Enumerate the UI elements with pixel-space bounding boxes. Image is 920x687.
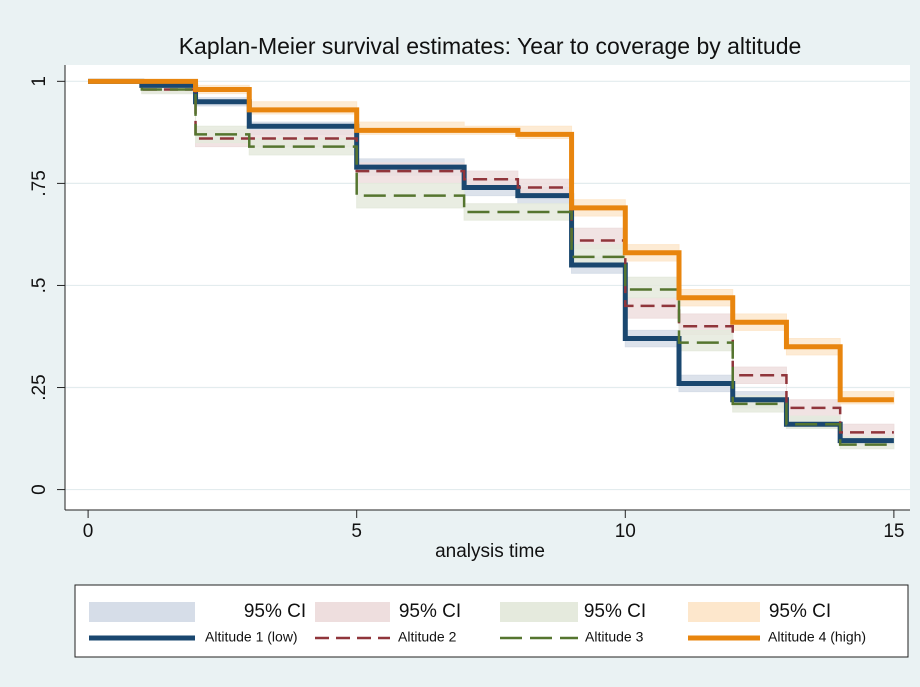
survival-line <box>88 78 894 403</box>
y-tick-label: 0 <box>29 484 50 495</box>
survival-line <box>88 80 894 446</box>
x-tick-label: 0 <box>83 521 94 542</box>
legend-label: Altitude 2 <box>398 629 457 645</box>
x-tick-label: 5 <box>351 521 362 542</box>
survival-line <box>88 80 894 434</box>
legend-label: 95% CI <box>584 601 646 622</box>
legend <box>74 584 909 658</box>
legend-label: Altitude 3 <box>585 629 644 645</box>
legend-label: 95% CI <box>244 601 306 622</box>
legend-label: Altitude 1 (low) <box>205 629 298 645</box>
x-tick-label: 10 <box>615 521 636 542</box>
legend-label: 95% CI <box>399 601 461 622</box>
y-tick-label: .75 <box>29 170 50 196</box>
survival-line <box>88 78 894 444</box>
legend-label: Altitude 4 (high) <box>768 629 866 645</box>
legend-label: 95% CI <box>769 601 831 622</box>
chart-title: Kaplan-Meier survival estimates: Year to… <box>179 33 802 59</box>
y-tick-label: 1 <box>29 76 50 87</box>
x-tick-label: 15 <box>883 521 904 542</box>
y-tick-label: .25 <box>29 374 50 400</box>
legend-swatch <box>688 602 760 622</box>
legend-swatch <box>89 602 195 622</box>
y-tick-label: .5 <box>29 278 50 294</box>
x-axis-label: analysis time <box>435 541 545 562</box>
legend-swatch <box>500 602 578 622</box>
legend-swatch <box>315 602 390 622</box>
